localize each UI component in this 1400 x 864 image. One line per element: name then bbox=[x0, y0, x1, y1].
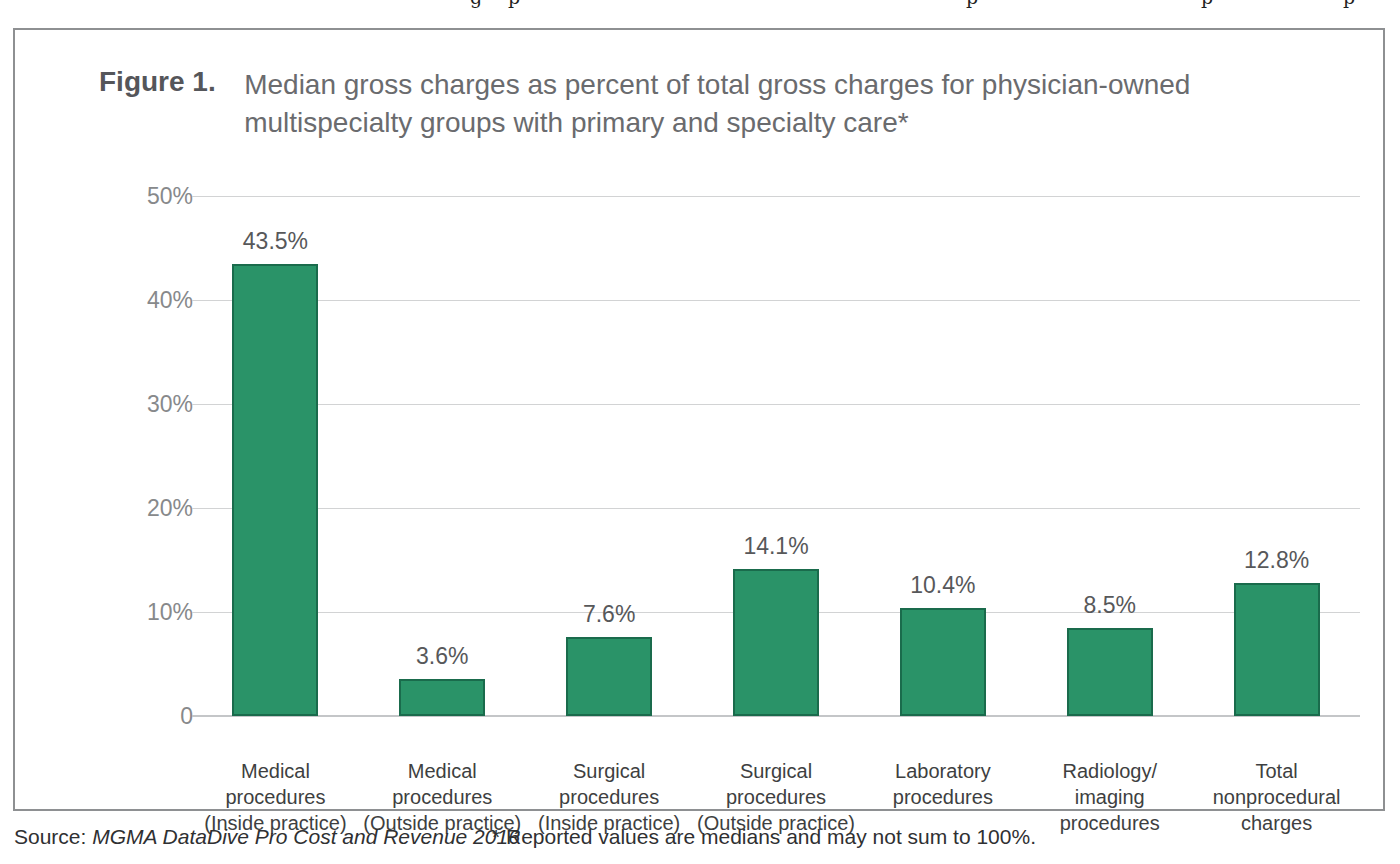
figure-panel: Figure 1. Median gross charges as percen… bbox=[13, 28, 1385, 811]
footnote: * Reported values are medians and may no… bbox=[492, 825, 1036, 849]
bar-value-label: 14.1% bbox=[743, 533, 808, 560]
figure-footer: Source: MGMA DataDive Pro Cost and Reven… bbox=[14, 825, 1394, 849]
figure-title-row: Figure 1. Median gross charges as percen… bbox=[99, 66, 1359, 142]
source-citation: MGMA DataDive Pro Cost and Revenue 2016 bbox=[92, 825, 520, 848]
bar-value-label: 7.6% bbox=[583, 601, 635, 628]
bar-slot: 7.6% bbox=[526, 196, 693, 716]
bar-value-label: 3.6% bbox=[416, 643, 468, 670]
bar bbox=[566, 637, 652, 716]
bar-value-label: 12.8% bbox=[1244, 547, 1309, 574]
source-prefix: Source: bbox=[14, 825, 86, 848]
y-tick-label: 30% bbox=[103, 391, 193, 418]
clipped-glyph: p bbox=[508, 0, 520, 8]
bar-slots: 43.5% 3.6% 7.6% 14.1% 10.4% 8.5% 12.8% bbox=[192, 196, 1360, 716]
bar-chart-plot-area: 43.5% 3.6% 7.6% 14.1% 10.4% 8.5% 12.8% bbox=[192, 196, 1360, 716]
bar-value-label: 10.4% bbox=[910, 572, 975, 599]
bar-slot: 10.4% bbox=[859, 196, 1026, 716]
bar bbox=[399, 679, 485, 716]
bar-slot: 3.6% bbox=[359, 196, 526, 716]
bar-slot: 8.5% bbox=[1026, 196, 1193, 716]
clipped-glyph: p bbox=[1201, 0, 1213, 8]
y-tick-label: 0 bbox=[103, 703, 193, 730]
figure-title-line2: multispecialty groups with primary and s… bbox=[244, 107, 909, 138]
bar-value-label: 43.5% bbox=[243, 228, 308, 255]
y-tick-label: 10% bbox=[103, 599, 193, 626]
bar bbox=[232, 264, 318, 716]
bar-slot: 12.8% bbox=[1193, 196, 1360, 716]
bar-value-label: 8.5% bbox=[1084, 592, 1136, 619]
y-tick-label: 50% bbox=[103, 183, 193, 210]
figure-title-line1: Median gross charges as percent of total… bbox=[244, 69, 1190, 100]
y-tick-label: 20% bbox=[103, 495, 193, 522]
clipped-glyph: g bbox=[470, 0, 482, 8]
bar-slot: 43.5% bbox=[192, 196, 359, 716]
bar bbox=[900, 608, 986, 716]
bar bbox=[1234, 583, 1320, 716]
clipped-glyph: p bbox=[1343, 0, 1355, 8]
clipped-glyph: p bbox=[966, 0, 978, 8]
figure-page: g p p p p Figure 1. Median gross charges as … bbox=[0, 0, 1400, 864]
bar bbox=[1067, 628, 1153, 716]
clipped-text-fragments: gpppp bbox=[0, 0, 1400, 10]
figure-title: Median gross charges as percent of total… bbox=[244, 66, 1190, 142]
bar-slot: 14.1% bbox=[693, 196, 860, 716]
y-axis-labels: 50%40%30%20%10%0 bbox=[103, 196, 193, 716]
bar bbox=[733, 569, 819, 716]
figure-number-label: Figure 1. bbox=[99, 66, 216, 98]
y-tick-label: 40% bbox=[103, 287, 193, 314]
